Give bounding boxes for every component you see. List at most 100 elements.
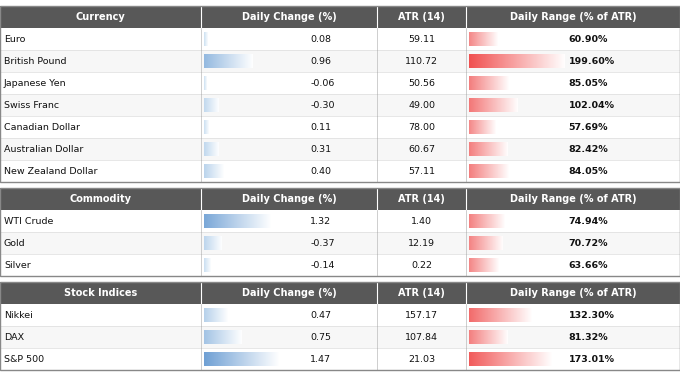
Bar [217, 330, 218, 344]
Text: 60.67: 60.67 [408, 144, 435, 153]
Bar [504, 54, 505, 68]
Bar [469, 164, 470, 178]
Bar [498, 236, 499, 250]
Bar [506, 54, 507, 68]
Bar [502, 164, 503, 178]
Bar [273, 352, 275, 366]
Bar [0, 348, 680, 370]
Bar [469, 120, 470, 134]
Bar [475, 330, 476, 344]
Bar [214, 352, 215, 366]
Bar [497, 142, 498, 156]
Bar [472, 214, 473, 228]
Bar [0, 28, 680, 50]
Bar [203, 32, 205, 46]
Bar [209, 98, 211, 112]
Bar [502, 142, 503, 156]
Bar [211, 352, 213, 366]
Bar [203, 352, 205, 366]
Bar [481, 330, 482, 344]
Bar [215, 214, 216, 228]
Bar [486, 258, 487, 272]
Bar [514, 352, 515, 366]
Bar [491, 236, 492, 250]
Text: 50.56: 50.56 [408, 79, 435, 88]
Bar [492, 236, 493, 250]
Bar [523, 54, 524, 68]
Bar [480, 258, 481, 272]
Bar [476, 98, 477, 112]
Bar [517, 54, 519, 68]
Bar [488, 32, 489, 46]
Bar [476, 76, 477, 90]
Bar [488, 54, 489, 68]
Bar [528, 54, 529, 68]
Bar [474, 308, 475, 322]
Bar [213, 236, 214, 250]
Bar [488, 352, 489, 366]
Bar [216, 236, 217, 250]
Bar [538, 54, 539, 68]
Bar [516, 308, 517, 322]
Bar [473, 352, 474, 366]
Bar [213, 54, 214, 68]
Bar [469, 54, 470, 68]
Text: Japanese Yen: Japanese Yen [4, 79, 67, 88]
Bar [243, 352, 245, 366]
Bar [250, 54, 251, 68]
Bar [482, 352, 483, 366]
Bar [490, 54, 491, 68]
Bar [558, 54, 559, 68]
Bar [519, 308, 520, 322]
Text: 12.19: 12.19 [408, 238, 435, 247]
Bar [500, 352, 502, 366]
Bar [509, 98, 510, 112]
Bar [211, 164, 213, 178]
Bar [480, 120, 481, 134]
Bar [490, 164, 491, 178]
Bar [232, 214, 233, 228]
Bar [483, 98, 485, 112]
Bar [512, 308, 513, 322]
Bar [493, 142, 494, 156]
Bar [517, 352, 519, 366]
Bar [483, 142, 485, 156]
Bar [497, 32, 498, 46]
Bar [224, 214, 226, 228]
Bar [495, 54, 496, 68]
Bar [470, 54, 471, 68]
Bar [233, 352, 234, 366]
Bar [515, 54, 516, 68]
Bar [537, 54, 538, 68]
Bar [490, 236, 491, 250]
Bar [216, 330, 217, 344]
Bar [476, 330, 477, 344]
Bar [516, 54, 517, 68]
Bar [527, 352, 528, 366]
Bar [243, 54, 245, 68]
Bar [203, 164, 205, 178]
Bar [471, 98, 472, 112]
Bar [211, 214, 213, 228]
Bar [495, 236, 496, 250]
Bar [473, 214, 474, 228]
Bar [492, 352, 493, 366]
Bar [531, 352, 532, 366]
Bar [209, 236, 211, 250]
Bar [510, 352, 511, 366]
Bar [498, 54, 499, 68]
Bar [471, 236, 472, 250]
Bar [472, 76, 473, 90]
Bar [498, 214, 499, 228]
Bar [217, 54, 218, 68]
Bar [470, 330, 471, 344]
Bar [470, 258, 471, 272]
Bar [487, 54, 488, 68]
Bar [218, 330, 220, 344]
Bar [483, 76, 485, 90]
Bar [0, 50, 680, 72]
Bar [234, 352, 235, 366]
Bar [214, 330, 215, 344]
Bar [228, 352, 230, 366]
Text: 63.66%: 63.66% [568, 261, 608, 270]
